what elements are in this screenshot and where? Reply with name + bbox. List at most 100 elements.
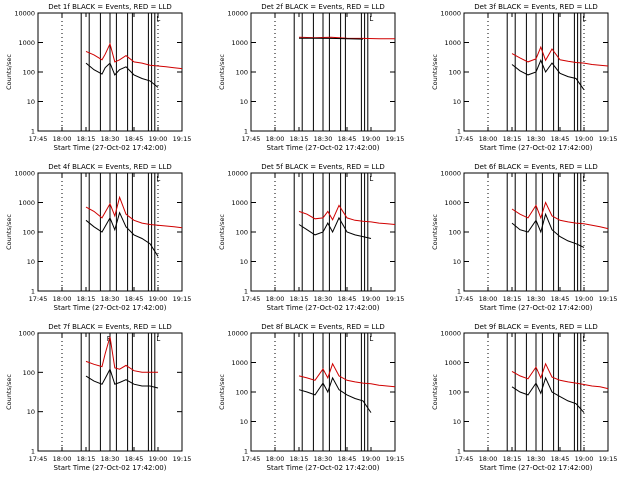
y-tick-label: 1000	[444, 359, 461, 367]
series-line-red-lld	[511, 362, 609, 390]
y-tick-label: 1000	[231, 199, 248, 207]
legend-mark: L	[369, 335, 373, 343]
series-line-black-events	[511, 212, 585, 248]
chart-title: Det 6f BLACK = Events, RED = LLD	[474, 163, 597, 171]
y-axis-label: Counts/sec	[218, 54, 226, 90]
x-tick-label: 18:00	[266, 455, 285, 463]
y-tick-label: 1000	[444, 199, 461, 207]
y-tick-label: 10000	[440, 170, 461, 178]
legend-mark: L	[582, 15, 586, 23]
y-tick-label: 10000	[227, 10, 248, 18]
x-tick-label: 19:00	[149, 295, 168, 303]
x-tick-label: 18:30	[527, 455, 546, 463]
series-line-black-events	[299, 37, 364, 40]
series-line-black-events	[298, 216, 372, 239]
x-tick-label: 17:45	[455, 295, 474, 303]
y-axis-label: Counts/sec	[5, 54, 13, 90]
series-line-red-lld	[511, 45, 609, 67]
x-tick-label: 19:15	[386, 135, 405, 143]
x-tick-label: 19:00	[149, 455, 168, 463]
x-tick-label: 19:00	[575, 135, 594, 143]
chart-title: Det 2f BLACK = Events, RED = LLD	[261, 3, 384, 11]
x-tick-label: 18:15	[290, 135, 309, 143]
legend-mark: L	[582, 175, 586, 183]
x-tick-label: 18:15	[503, 295, 522, 303]
y-tick-label: 10	[453, 98, 461, 106]
x-tick-label: 18:15	[503, 455, 522, 463]
x-tick-label: 19:15	[386, 455, 405, 463]
x-tick-label: 19:15	[173, 455, 192, 463]
y-tick-label: 10000	[440, 10, 461, 18]
legend-mark: L	[369, 15, 373, 23]
x-tick-label: 18:30	[527, 295, 546, 303]
y-tick-label: 10000	[14, 170, 35, 178]
x-tick-label: 18:15	[290, 295, 309, 303]
x-axis-label: Start Time (27-Oct-02 17:42:00)	[267, 144, 380, 152]
chart-panel-8: Det 8f BLACK = Events, RED = LLD L 17:45 18…	[218, 323, 404, 472]
x-tick-label: 19:00	[362, 135, 381, 143]
y-tick-label: 100	[23, 69, 35, 77]
x-tick-label: 19:00	[575, 295, 594, 303]
y-tick-label: 1	[244, 128, 248, 136]
y-tick-label: 10000	[227, 330, 248, 338]
y-tick-label: 10000	[227, 170, 248, 178]
y-tick-label: 1	[31, 288, 35, 296]
y-tick-label: 10	[27, 258, 35, 266]
x-tick-label: 18:45	[125, 295, 144, 303]
series-line-red-lld	[85, 336, 158, 373]
y-tick-label: 100	[449, 389, 461, 397]
x-tick-label: 19:15	[599, 295, 618, 303]
legend-mark: L	[156, 335, 160, 343]
y-axis-label: Counts/sec	[5, 214, 13, 250]
x-tick-label: 18:30	[527, 135, 546, 143]
x-tick-label: 19:15	[599, 455, 618, 463]
x-axis-label: Start Time (27-Oct-02 17:42:00)	[54, 464, 167, 472]
x-tick-label: 18:15	[290, 455, 309, 463]
chart-title: Det 5f BLACK = Events, RED = LLD	[261, 163, 384, 171]
x-tick-label: 19:00	[362, 455, 381, 463]
x-axis-label: Start Time (27-Oct-02 17:42:00)	[54, 304, 167, 312]
x-tick-label: 18:45	[338, 295, 357, 303]
y-tick-label: 100	[23, 369, 35, 377]
y-tick-label: 1	[457, 288, 461, 296]
x-tick-label: 18:00	[53, 295, 72, 303]
x-tick-label: 17:45	[242, 135, 261, 143]
x-tick-label: 18:00	[266, 135, 285, 143]
y-tick-label: 1	[31, 128, 35, 136]
x-tick-label: 18:45	[551, 135, 570, 143]
x-tick-label: 18:15	[77, 295, 96, 303]
x-tick-label: 18:45	[125, 135, 144, 143]
y-tick-label: 1	[244, 448, 248, 456]
x-tick-label: 19:00	[149, 135, 168, 143]
x-tick-label: 17:45	[455, 135, 474, 143]
x-tick-label: 18:15	[77, 455, 96, 463]
series-line-black-events	[85, 367, 159, 389]
x-axis-label: Start Time (27-Oct-02 17:42:00)	[480, 304, 593, 312]
legend-mark: L	[156, 175, 160, 183]
y-tick-label: 1	[31, 448, 35, 456]
x-tick-label: 18:00	[479, 295, 498, 303]
x-axis-label: Start Time (27-Oct-02 17:42:00)	[267, 464, 380, 472]
chart-panel-1: Det 1f BLACK = Events, RED = LLD L 17:45 18…	[5, 3, 191, 152]
series-line-black-events	[511, 376, 585, 413]
x-tick-label: 17:45	[29, 135, 48, 143]
x-tick-label: 18:30	[314, 295, 333, 303]
x-tick-label: 18:30	[101, 135, 120, 143]
y-tick-label: 1	[244, 288, 248, 296]
chart-title: Det 8f BLACK = Events, RED = LLD	[261, 323, 384, 331]
y-tick-label: 10000	[440, 330, 461, 338]
series-line-red-lld	[85, 42, 183, 70]
x-tick-label: 18:00	[53, 135, 72, 143]
series-line-red-lld	[298, 362, 396, 388]
y-tick-label: 100	[449, 69, 461, 77]
x-tick-label: 18:45	[338, 135, 357, 143]
x-axis-label: Start Time (27-Oct-02 17:42:00)	[480, 144, 593, 152]
x-tick-label: 17:45	[29, 455, 48, 463]
y-tick-label: 10	[240, 98, 248, 106]
y-tick-label: 1000	[18, 330, 35, 338]
series-line-red-lld	[298, 204, 396, 225]
y-axis-label: Counts/sec	[218, 374, 226, 410]
series-line-black-events	[85, 211, 159, 257]
